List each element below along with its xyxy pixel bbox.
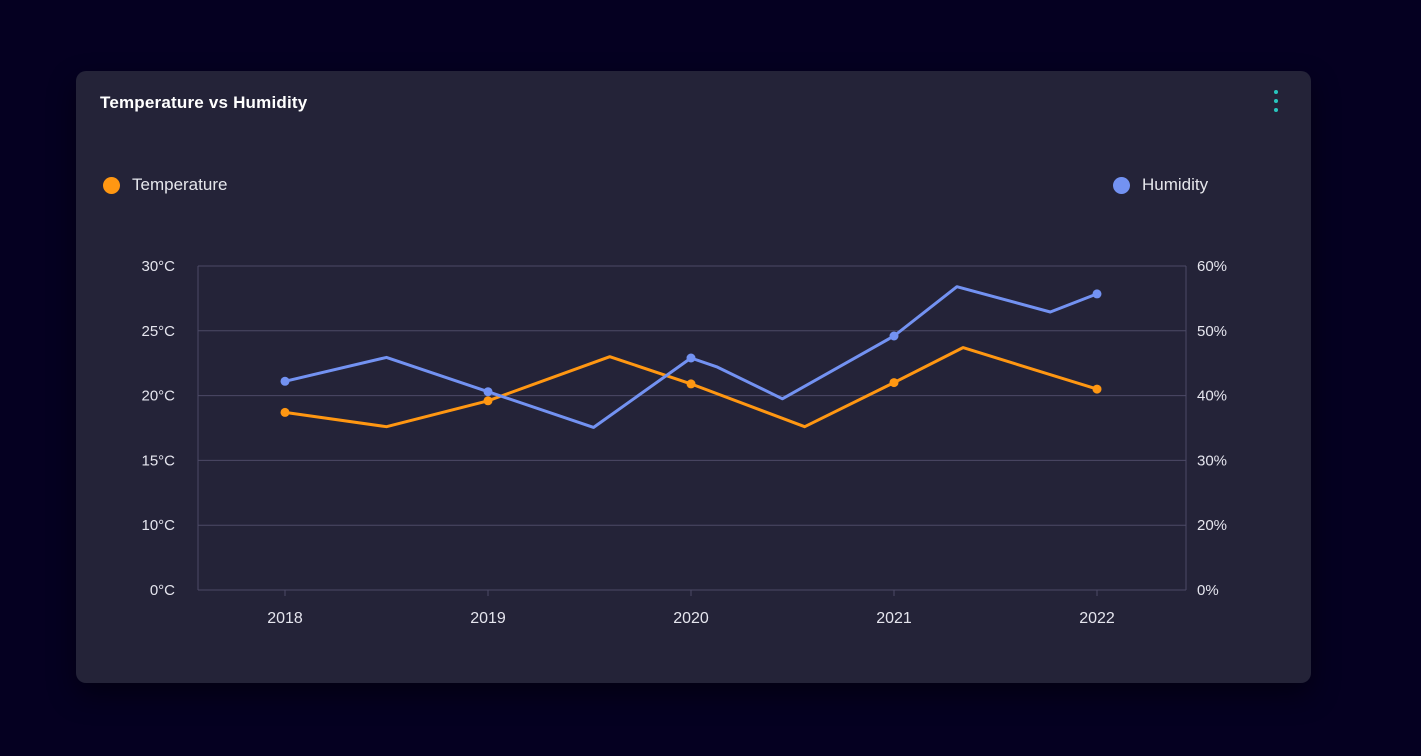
temperature-point[interactable] [483,396,493,406]
card-title: Temperature vs Humidity [100,93,308,112]
legend-label-humidity: Humidity [1142,175,1209,194]
legend-item-humidity[interactable]: Humidity [1113,175,1208,195]
kebab-menu-button[interactable] [1262,82,1290,120]
humidity-point[interactable] [483,387,493,397]
legend-dot-temperature-icon [103,176,120,194]
y-axis-label-left: 30°C [141,258,175,275]
x-axis-label: 2018 [267,610,303,627]
x-axis-label: 2021 [876,610,912,627]
y-axis-label-right: 60% [1197,258,1227,275]
kebab-menu-icon [1262,82,1290,120]
y-axis-label-left: 0°C [150,582,175,599]
legend-dot-humidity-icon [1113,176,1130,194]
y-axis-label-right: 20% [1197,517,1227,534]
line-chart: 2018 2019 2020 2021 2022 30°C 25°C 20°C 15°C 10°C… [141,258,1227,627]
x-axis-label: 2019 [470,610,506,627]
kebab-dot [1274,99,1278,103]
kebab-dot [1274,90,1278,94]
y-axis-label-right: 30% [1197,452,1227,469]
humidity-point[interactable] [889,331,899,341]
y-axis-label-left: 10°C [141,517,175,534]
humidity-point[interactable] [1092,289,1102,299]
legend-label-temperature: Temperature [132,175,228,194]
y-axis-label-right: 50% [1197,323,1227,340]
legend-item-temperature[interactable]: Temperature [103,175,227,195]
humidity-line [283,285,1099,429]
y-axis-label-left: 15°C [141,452,175,469]
y-axis-label-left: 25°C [141,323,175,340]
y-axis-label-left: 20°C [141,388,175,405]
temperature-point[interactable] [1092,384,1102,394]
chart-card: Temperature vs Humidity Temperature Humi… [76,71,1311,683]
y-axis-label-right: 40% [1197,388,1227,405]
temperature-point[interactable] [686,379,696,389]
x-axis-label: 2022 [1079,610,1115,627]
temperature-point[interactable] [280,407,290,417]
kebab-dot [1274,108,1278,112]
humidity-point[interactable] [280,376,290,386]
temperature-point[interactable] [889,378,899,388]
x-axis-label: 2020 [673,610,709,627]
y-axis-label-right: 0% [1197,582,1219,599]
humidity-point[interactable] [686,353,696,363]
